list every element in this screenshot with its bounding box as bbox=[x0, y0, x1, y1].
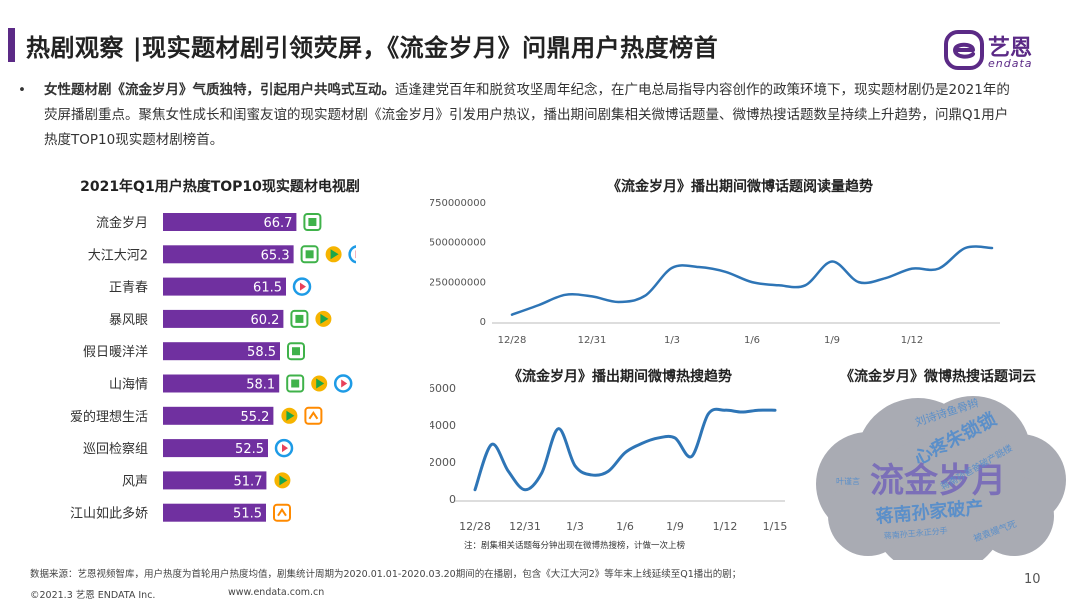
bar bbox=[163, 439, 268, 458]
x-tick-label: 1/9 bbox=[666, 520, 684, 533]
iqiyi-icon bbox=[300, 245, 319, 264]
chart-note: 注：剧集相关话题每分钟出现在微博热搜榜，计做一次上榜 bbox=[464, 540, 686, 551]
bar bbox=[163, 309, 284, 328]
wordcloud-word: 流金岁月 bbox=[870, 461, 1006, 501]
iqiyi-icon bbox=[287, 342, 305, 361]
intro-body: 适逢建党百年和脱贫攻坚周年纪念，在广电总局指导内容创作的政策环境下，现实题材剧仍… bbox=[44, 82, 1010, 148]
bar-category-label: 巡回检察组 bbox=[83, 442, 148, 457]
bar-category-label: 江山如此多娇 bbox=[70, 506, 148, 522]
y-tick-label: 500000000 bbox=[430, 238, 486, 249]
bar bbox=[163, 342, 280, 361]
bar bbox=[163, 471, 267, 490]
iqiyi-icon bbox=[303, 213, 322, 231]
youku-icon bbox=[274, 438, 294, 458]
x-tick-label: 1/3 bbox=[566, 520, 584, 533]
tencent-icon bbox=[315, 310, 332, 327]
youku-icon bbox=[333, 374, 353, 393]
tencent-icon bbox=[274, 472, 291, 489]
bar bbox=[163, 503, 266, 522]
read-volume-chart-title: 《流金岁月》播出期间微博话题阅读量趋势 bbox=[607, 179, 873, 195]
x-tick-label: 12/31 bbox=[509, 520, 541, 533]
bar-value-label: 61.5 bbox=[253, 281, 282, 296]
bar-value-label: 66.7 bbox=[263, 216, 292, 231]
title-accent-bar bbox=[8, 28, 15, 62]
y-tick-label: 750000000 bbox=[430, 198, 486, 209]
series-line bbox=[473, 407, 777, 492]
x-tick-label: 12/28 bbox=[498, 335, 527, 346]
bar-category-label: 风声 bbox=[122, 474, 148, 489]
read-volume-line-chart: 0 250000000 500000000 750000000 12/28 12/31 1/… bbox=[430, 198, 1000, 346]
y-tick-label: 0 bbox=[449, 493, 456, 506]
bar-category-label: 正青春 bbox=[109, 281, 148, 296]
x-tick-label: 1/6 bbox=[744, 335, 760, 346]
y-tick-label: 250000000 bbox=[430, 277, 486, 288]
data-source-note: 数据来源：艺恩视频智库，用户热度为首轮用户热度均值，剧集统计周期为2020.01… bbox=[30, 569, 742, 580]
bar bbox=[163, 406, 274, 425]
slide-title: 热剧观察 |现实题材剧引领荧屏，《流金岁月》问鼎用户热度榜首 bbox=[26, 34, 719, 62]
bar-value-label: 51.7 bbox=[233, 474, 262, 489]
bar-value-label: 51.5 bbox=[233, 507, 262, 522]
y-tick-label: 4000 bbox=[430, 419, 456, 432]
bar-chart-title: 2021年Q1用户热度TOP10现实题材电视剧 bbox=[80, 179, 360, 195]
x-tick-label: 12/31 bbox=[578, 335, 607, 346]
bar bbox=[163, 213, 297, 231]
bullet-mark: • bbox=[18, 82, 26, 98]
x-tick-label: 12/28 bbox=[459, 520, 491, 533]
bar-value-label: 65.3 bbox=[261, 248, 290, 263]
hot-search-chart-title: 《流金岁月》播出期间微博热搜趋势 bbox=[508, 369, 732, 385]
bar-value-label: 58.1 bbox=[246, 378, 275, 393]
bar-category-label: 山海情 bbox=[109, 378, 148, 393]
bar bbox=[163, 277, 286, 296]
y-tick-label: 6000 bbox=[430, 382, 456, 395]
x-tick-label: 1/12 bbox=[901, 335, 923, 346]
iqiyi-icon bbox=[290, 309, 309, 328]
bar-category-label: 爱的理想生活 bbox=[70, 409, 148, 425]
bar-value-label: 60.2 bbox=[250, 313, 279, 328]
website-url: www.endata.com.cn bbox=[228, 587, 325, 598]
y-tick-label: 0 bbox=[480, 317, 486, 328]
bar-category-label: 大江大河2 bbox=[88, 248, 148, 263]
cloud-shape bbox=[816, 396, 1066, 560]
wordcloud-title: 《流金岁月》微博热搜话题词云 bbox=[840, 369, 1036, 385]
bar-value-label: 58.5 bbox=[247, 345, 276, 360]
mgtv-icon bbox=[304, 406, 323, 425]
x-tick-label: 1/6 bbox=[616, 520, 634, 533]
youku-icon bbox=[292, 277, 312, 296]
bar bbox=[163, 245, 294, 264]
y-tick-label: 2000 bbox=[430, 456, 456, 469]
mgtv-icon bbox=[273, 503, 291, 522]
youku-icon bbox=[348, 245, 356, 264]
bar-category-label: 暴风眼 bbox=[109, 313, 148, 328]
tencent-icon bbox=[281, 407, 298, 424]
x-tick-label: 1/15 bbox=[763, 520, 788, 533]
x-tick-label: 1/9 bbox=[824, 335, 840, 346]
page-number: 10 bbox=[1024, 572, 1041, 587]
series-line bbox=[510, 245, 994, 316]
logo-text-cn: 艺恩 bbox=[988, 36, 1033, 61]
tencent-icon bbox=[325, 246, 342, 263]
hot-search-line-chart: 0 2000 4000 6000 12/28 12/31 1/3 1/6 1/9 1/12 1/15… bbox=[430, 382, 788, 551]
endata-logo: 艺恩 endata bbox=[944, 28, 1054, 74]
logo-text-en: endata bbox=[988, 57, 1033, 70]
x-tick-label: 1/12 bbox=[713, 520, 738, 533]
intro-lead: 女性题材剧《流金岁月》气质独特，引起用户共鸣式互动。 bbox=[44, 82, 395, 98]
intro-text: 女性题材剧《流金岁月》气质独特，引起用户共鸣式互动。适逢建党百年和脱贫攻坚周年纪… bbox=[44, 78, 1018, 153]
slide-header: 热剧观察 |现实题材剧引领荧屏，《流金岁月》问鼎用户热度榜首 艺恩 endata bbox=[0, 0, 1080, 80]
intro-paragraph: • 女性题材剧《流金岁月》气质独特，引起用户共鸣式互动。适逢建党百年和脱贫攻坚周… bbox=[18, 78, 1018, 153]
iqiyi-icon bbox=[286, 374, 305, 393]
bar-category-label: 假日暖洋洋 bbox=[83, 345, 148, 360]
copyright: ©2021.3 艺恩 ENDATA Inc. bbox=[30, 590, 156, 601]
wordcloud-word: 叶谨言 bbox=[836, 476, 860, 486]
bar-category-label: 流金岁月 bbox=[96, 215, 148, 231]
bar-value-label: 52.5 bbox=[235, 442, 264, 457]
tencent-icon bbox=[311, 375, 328, 392]
endata-logo-icon bbox=[944, 30, 984, 70]
x-tick-label: 1/3 bbox=[664, 335, 680, 346]
bar-chart: 流金岁月 66.7 大江大河2 65.3 正青春 61.5 暴风眼 60.2 假日暖洋洋 58.5… bbox=[70, 213, 356, 522]
bar bbox=[163, 374, 280, 393]
bar-value-label: 55.2 bbox=[240, 410, 269, 425]
